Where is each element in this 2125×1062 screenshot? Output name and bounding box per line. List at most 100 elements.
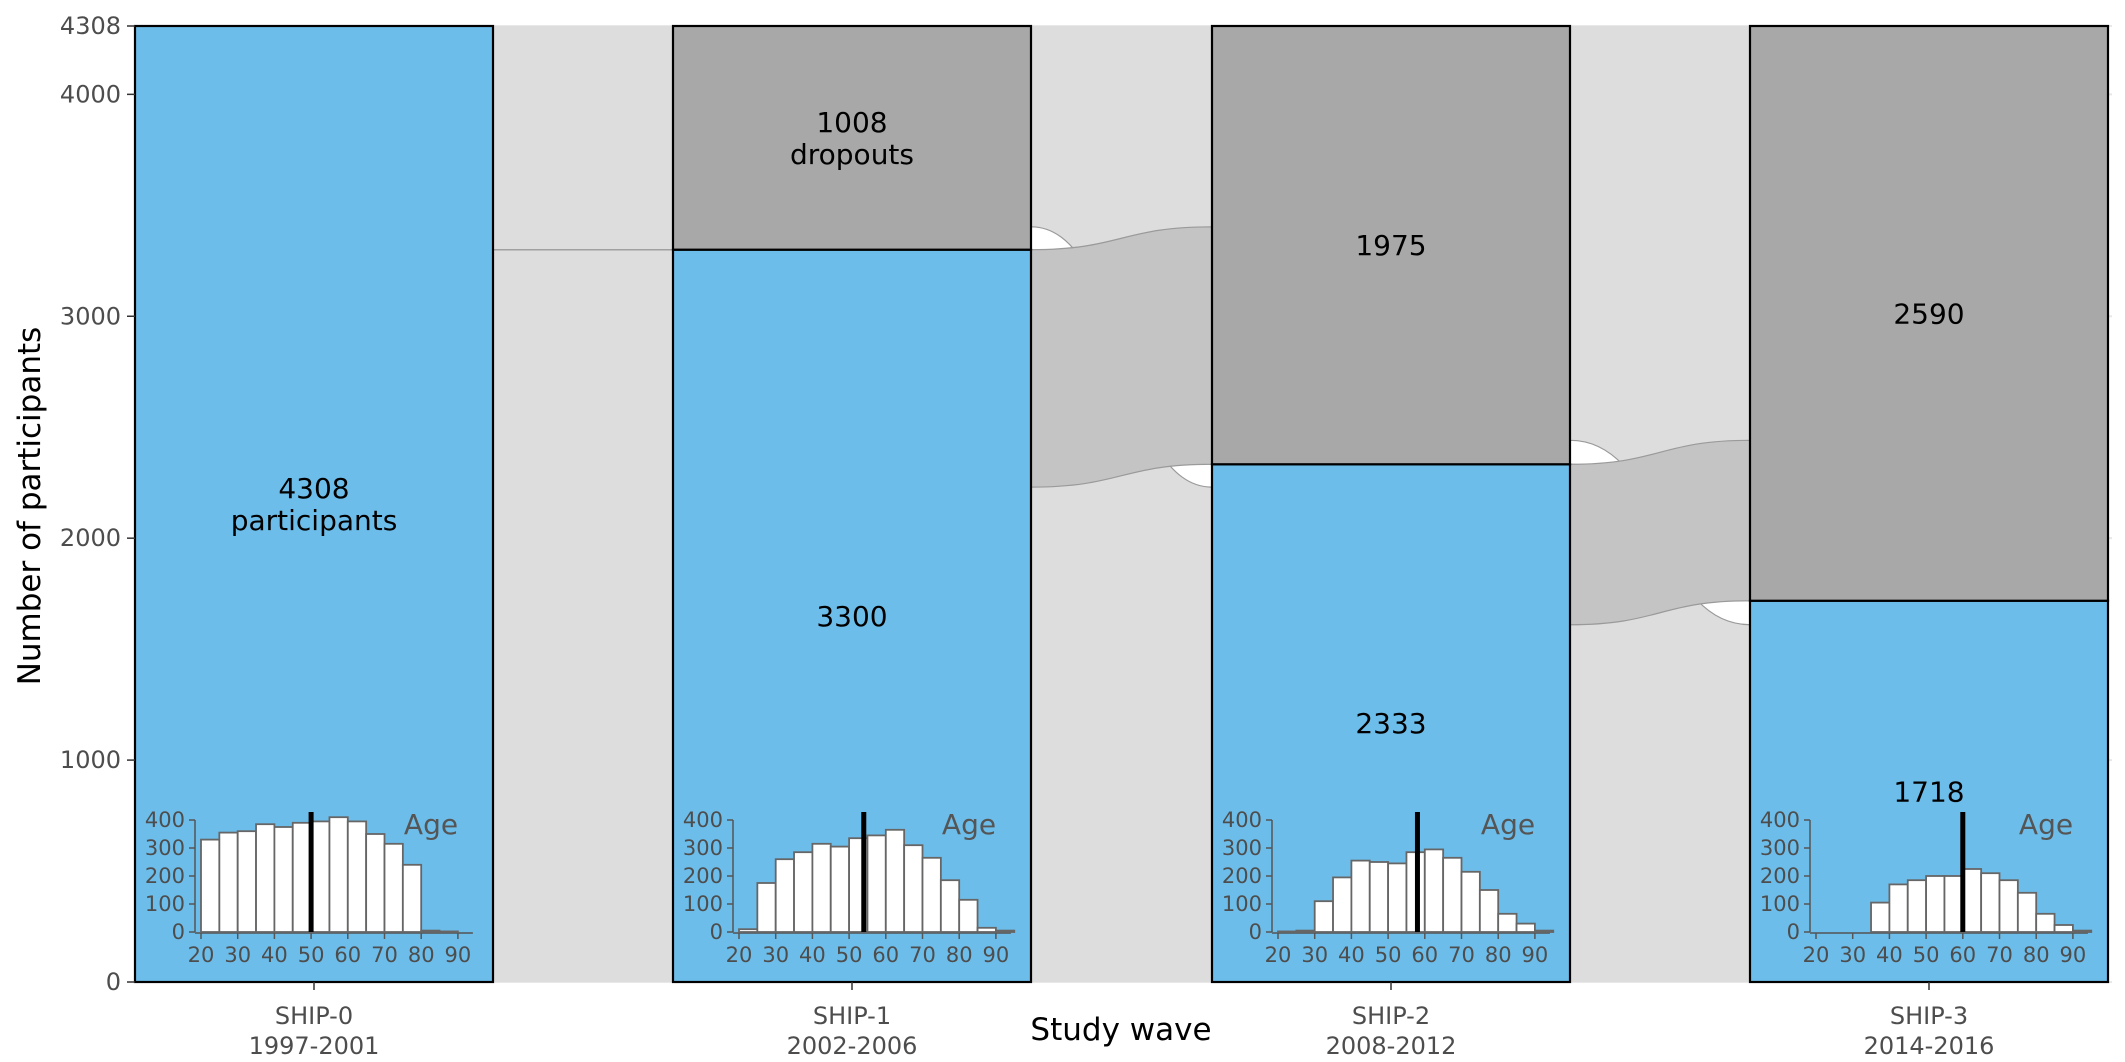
histogram-x-tick-label: 50 (1375, 943, 1402, 967)
histogram-bar (2035, 912, 2056, 933)
y-axis-tick-label: 2000 (60, 524, 121, 552)
histogram-bar (200, 838, 221, 933)
histogram-bar (958, 898, 979, 933)
flow-participants-to-dropouts (1030, 226, 1213, 488)
histogram-bar (995, 929, 1016, 933)
y-axis-tick-label: 0 (106, 968, 121, 996)
histogram-x-tick-label: 40 (1876, 943, 1903, 967)
histogram-bar (273, 826, 294, 933)
histogram-bar (829, 845, 851, 933)
histogram-bar (346, 820, 368, 933)
histogram-y-tick-label: 300 (145, 836, 185, 860)
histogram-bar (1277, 930, 1298, 933)
histogram-x-tick-label: 90 (983, 943, 1010, 967)
histogram-x-tick-label: 70 (1448, 943, 1475, 967)
histogram-y-tick-label: 200 (683, 864, 723, 888)
histogram-bar (291, 821, 313, 933)
histogram-bar (1515, 922, 1536, 933)
bar-dropouts (1748, 24, 2110, 602)
histogram-bar (884, 828, 906, 933)
histogram-bar (1961, 868, 1983, 933)
histogram-y-tick-label: 400 (145, 808, 185, 832)
histogram-bar (921, 856, 942, 933)
y-axis-tick-label: 3000 (60, 302, 121, 330)
histogram-bar (1534, 929, 1555, 933)
histogram-y-tick-label: 400 (1760, 808, 1800, 832)
age-histogram: 0 100 200 300 400 20 30 40 50 60 70 80 90 Age (683, 808, 1016, 967)
histogram-bar (1442, 856, 1463, 933)
histogram-x-tick-label: 50 (298, 943, 325, 967)
x-axis-wave-label: SHIP-2 (1352, 1002, 1430, 1030)
flow-background (1031, 26, 1212, 982)
dropouts-count-label: 2590 (1893, 297, 1964, 330)
histogram-bar (756, 882, 777, 933)
histogram-x-tick-label: 70 (909, 943, 936, 967)
dropouts-count-label: 1008 (816, 106, 887, 139)
histogram-x-tick-label: 30 (762, 943, 789, 967)
histogram-bar (1350, 859, 1371, 933)
histogram-y-tick-label: 400 (683, 808, 723, 832)
histogram-bar (401, 863, 423, 933)
histogram-y-tick-label: 0 (1787, 920, 1800, 944)
histogram-x-tick-label: 60 (1411, 943, 1438, 967)
histogram-title: Age (404, 808, 458, 841)
histogram-x-tick-label: 80 (408, 943, 435, 967)
histogram-y-tick-label: 200 (1222, 864, 1262, 888)
histogram-x-tick-label: 30 (224, 943, 251, 967)
y-axis-tick-label: 1000 (60, 746, 121, 774)
histogram-bar (1888, 883, 1909, 933)
histogram-y-tick-label: 100 (1222, 892, 1262, 916)
histogram-bar (1368, 861, 1390, 933)
y-axis-title: Number of participants (12, 327, 48, 686)
histogram-bar (383, 842, 404, 933)
histogram-bar (1332, 876, 1353, 933)
histogram-y-tick-label: 0 (172, 920, 185, 944)
dropouts-count-label: 1975 (1355, 229, 1426, 262)
histogram-bar (310, 820, 331, 933)
axis-layer: Number of participants Study wave 010002… (12, 12, 1994, 1060)
histogram-bar (420, 929, 441, 933)
histogram-bar (365, 833, 386, 933)
y-axis-tick-label: 4308 (60, 12, 121, 40)
x-axis-wave-years: 2014-2016 (1864, 1032, 1995, 1060)
histogram-title: Age (2019, 808, 2073, 841)
histogram-bar (1943, 875, 1964, 933)
histogram-y-tick-label: 100 (1760, 892, 1800, 916)
histogram-x-tick-label: 20 (1803, 943, 1830, 967)
histogram-y-tick-label: 300 (1222, 836, 1262, 860)
histogram-bar (774, 858, 795, 933)
participants-count-label: 1718 (1893, 775, 1964, 808)
histogram-title: Age (942, 808, 996, 841)
flow-background (493, 26, 673, 982)
x-axis-wave-label: SHIP-0 (275, 1002, 353, 1030)
histogram-bar (1980, 872, 2001, 933)
histogram-x-tick-label: 30 (1301, 943, 1328, 967)
histogram-x-tick-label: 60 (872, 943, 899, 967)
histogram-bar (1313, 900, 1334, 933)
age-histogram: 0 100 200 300 400 20 30 40 50 60 70 80 90 Age (1760, 808, 2093, 967)
histogram-bar (738, 928, 759, 933)
bar-dropouts (671, 24, 1033, 251)
histogram-x-tick-label: 20 (188, 943, 215, 967)
histogram-x-tick-label: 60 (1949, 943, 1976, 967)
histogram-x-tick-label: 40 (1338, 943, 1365, 967)
histogram-y-tick-label: 100 (683, 892, 723, 916)
histogram-y-tick-label: 100 (145, 892, 185, 916)
participants-count-label: 4308 (278, 472, 349, 505)
histogram-bar (1906, 879, 1928, 933)
histogram-x-tick-label: 20 (726, 943, 753, 967)
x-axis-title: Study wave (1030, 1012, 1211, 1048)
x-axis-wave-label: SHIP-3 (1890, 1002, 1968, 1030)
histogram-x-tick-label: 60 (334, 943, 361, 967)
histogram-x-tick-label: 30 (1839, 943, 1866, 967)
histogram-bar (2071, 929, 2093, 933)
histogram-y-tick-label: 300 (1760, 836, 1800, 860)
histogram-y-tick-label: 200 (1760, 864, 1800, 888)
age-histogram: 0 100 200 300 400 20 30 40 50 60 70 80 90 Age (145, 808, 473, 967)
histogram-x-tick-label: 80 (946, 943, 973, 967)
histogram-y-tick-label: 0 (710, 920, 723, 944)
histogram-y-tick-label: 200 (145, 864, 185, 888)
age-histogram: 0 100 200 300 400 20 30 40 50 60 70 80 90 Age (1222, 808, 1555, 967)
